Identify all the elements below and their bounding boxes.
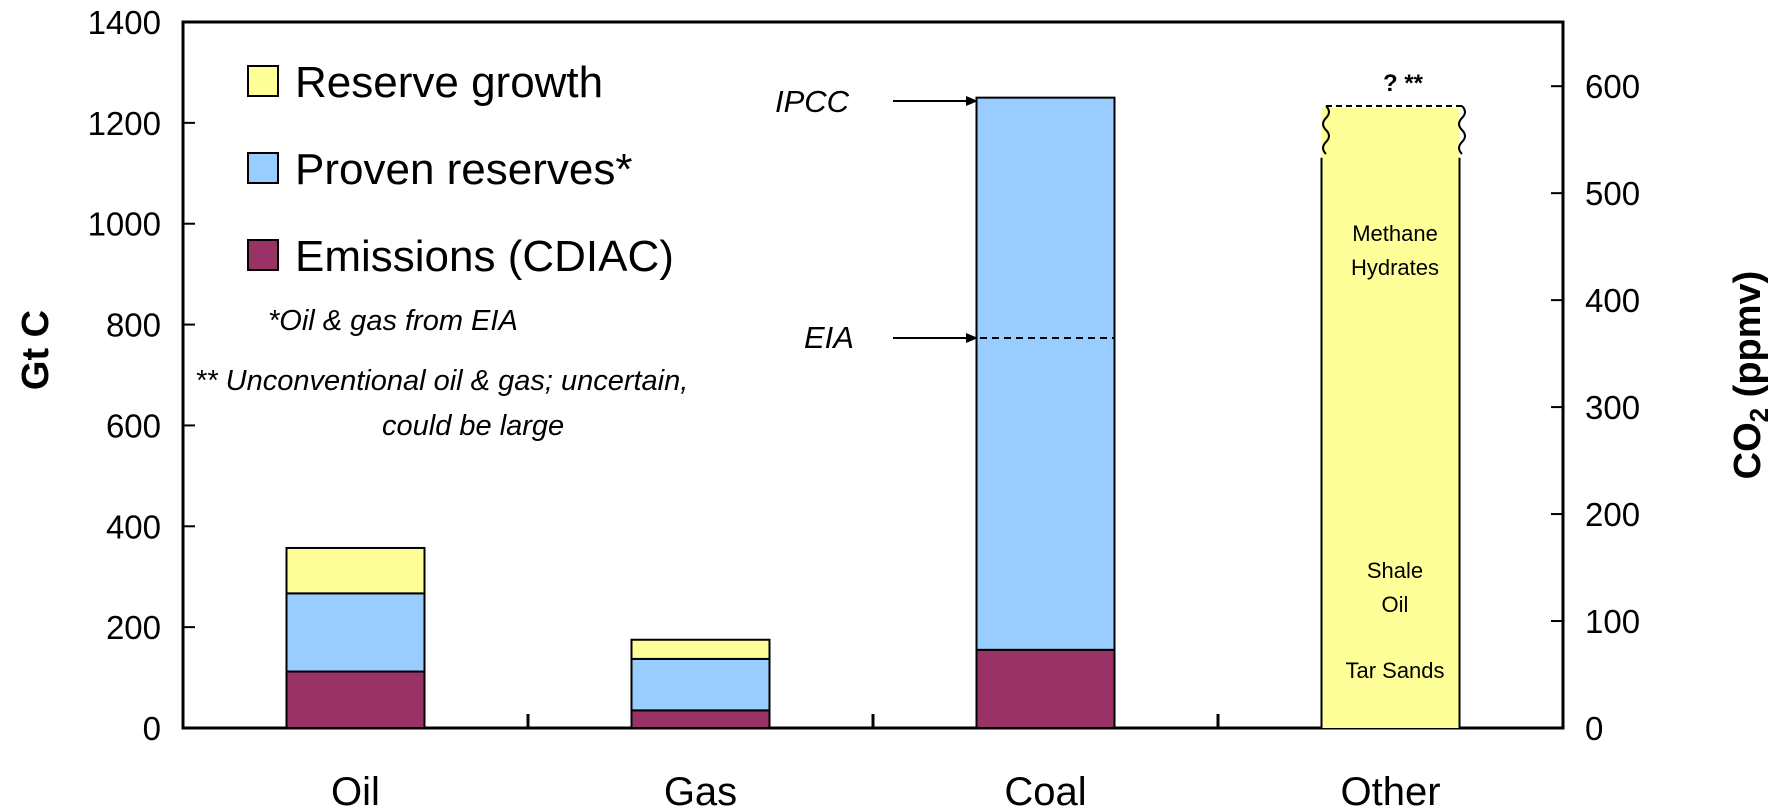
bar-segment <box>630 709 771 729</box>
y2-tick-label: 200 <box>1585 496 1640 533</box>
annotation-ipcc-arrowhead <box>966 96 978 106</box>
bar-segment <box>630 657 771 712</box>
bar-segment <box>285 592 426 673</box>
annotation-eia-arrowhead <box>966 333 978 343</box>
legend-swatch-emissions <box>247 239 279 271</box>
note-unconventional: ** Unconventional oil & gas; uncertain, <box>195 365 688 397</box>
note-oil-gas-source: *Oil & gas from EIA <box>268 305 518 337</box>
other-label-oil: Oil <box>1382 592 1409 617</box>
legend-swatch-proven-reserves <box>247 152 279 184</box>
bar-series <box>285 96 1461 730</box>
y-tick-label: 1000 <box>88 206 161 243</box>
note-could-be-large: could be large <box>382 410 564 442</box>
other-label-tar-sands: Tar Sands <box>1345 658 1444 683</box>
bar-segment <box>285 546 426 595</box>
y-axis-title: Gt C <box>15 310 57 390</box>
category-label: Coal <box>1004 770 1086 810</box>
legend-label-reserve-growth: Reserve growth <box>295 58 603 107</box>
y-tick-label: 0 <box>143 710 161 747</box>
bar-segment <box>285 670 426 730</box>
category-label: Other <box>1340 770 1440 810</box>
y2-tick-label: 300 <box>1585 389 1640 426</box>
left-axis-ticks: 0 200 400 600 800 1000 1200 1400 <box>88 4 195 747</box>
bar-segment <box>1321 107 1460 728</box>
legend-label-emissions: Emissions (CDIAC) <box>295 232 674 281</box>
y2-axis-title: CO2 (ppmv) <box>1727 271 1774 480</box>
y2-axis-title-main: CO <box>1727 422 1769 479</box>
other-bar-decorations: ? ** Methane Hydrates Shale Oil Tar Sand… <box>1322 70 1466 683</box>
other-label-shale: Shale <box>1367 558 1423 583</box>
y-tick-label: 600 <box>106 407 161 444</box>
annotation-ipcc-label: IPCC <box>775 84 850 119</box>
y-tick-label: 1200 <box>88 105 161 142</box>
y2-axis-title-subscript: 2 <box>1744 408 1774 422</box>
annotation-eia-label: EIA <box>804 320 854 355</box>
y2-tick-label: 100 <box>1585 603 1640 640</box>
other-uncertain-mark: ? ** <box>1383 70 1424 97</box>
y-tick-label: 400 <box>106 508 161 545</box>
other-label-hydrates: Hydrates <box>1351 255 1439 280</box>
bar-segment <box>630 638 771 660</box>
right-axis-ticks: 0 100 200 300 400 500 600 <box>1551 68 1640 747</box>
legend-swatch-reserve-growth <box>247 65 279 97</box>
y2-axis-title-unit: (ppmv) <box>1727 271 1769 408</box>
y-tick-label: 1400 <box>88 4 161 41</box>
y2-tick-label: 400 <box>1585 282 1640 319</box>
y-tick-label: 800 <box>106 307 161 344</box>
coal-annotations: IPCC EIA <box>775 84 1114 355</box>
y-tick-label: 200 <box>106 609 161 646</box>
other-left-squiggle <box>1322 105 1330 155</box>
y2-tick-label: 500 <box>1585 175 1640 212</box>
category-label: Oil <box>331 770 380 810</box>
legend: Reserve growth Proven reserves* Emission… <box>247 58 674 281</box>
other-label-methane: Methane <box>1352 221 1438 246</box>
bar-segment <box>975 96 1116 651</box>
legend-label-proven-reserves: Proven reserves* <box>295 145 632 194</box>
y2-tick-label: 600 <box>1585 68 1640 105</box>
category-axis: Oil Gas Coal Other <box>331 714 1441 810</box>
y2-tick-label: 0 <box>1585 710 1603 747</box>
other-right-squiggle <box>1458 105 1466 155</box>
category-label: Gas <box>664 770 737 810</box>
bar-segment <box>975 648 1116 729</box>
